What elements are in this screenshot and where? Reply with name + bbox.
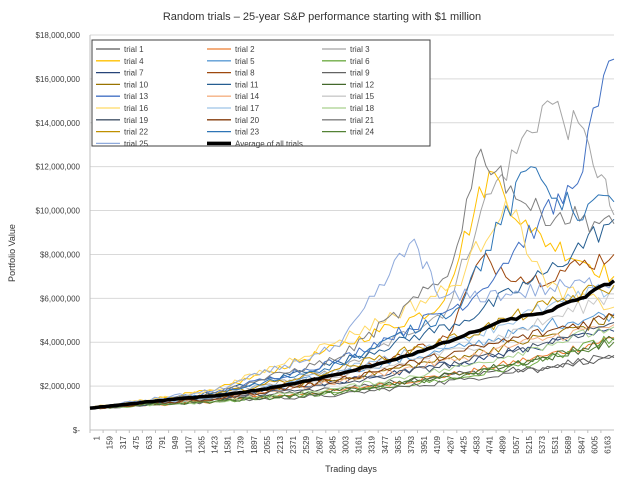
legend-entry: trial 7 (124, 69, 144, 78)
legend-entry: trial 1 (124, 45, 144, 54)
x-tick-label: 3635 (394, 435, 403, 453)
legend-entry: trial 14 (235, 92, 260, 101)
legend-entry: trial 11 (235, 80, 259, 89)
legend-entry: Average of all trials (235, 139, 303, 148)
legend-entry: trial 13 (124, 92, 149, 101)
x-tick-label: 3951 (420, 435, 429, 453)
legend-entry: trial 17 (235, 104, 260, 113)
y-tick-labels: $- $2,000,000 $4,000,000 $6,000,000 $8,000,0… (36, 31, 81, 435)
y-tick-label: $10,000,000 (36, 207, 81, 216)
legend-entry: trial 23 (235, 128, 260, 137)
x-tick-label: 3003 (341, 435, 350, 453)
legend-entry: trial 24 (350, 128, 375, 137)
x-tick-label: 6005 (590, 435, 599, 453)
x-tick-label: 2371 (289, 435, 298, 453)
legend-entry: trial 10 (124, 80, 149, 89)
x-tick-label: 4267 (446, 435, 455, 453)
x-tick-label: 3161 (355, 435, 364, 453)
x-tick-label: 1 (93, 435, 102, 440)
chart-title: Random trials – 25-year S&P performance … (163, 11, 481, 23)
y-tick-label: $2,000,000 (40, 382, 81, 391)
x-tick-label: 2845 (328, 435, 337, 453)
x-tick-label: 475 (132, 435, 141, 449)
x-tick-label: 5847 (577, 435, 586, 453)
series-layer (89, 58, 616, 410)
x-tick-label: 4899 (499, 435, 508, 453)
x-tick-label: 2055 (263, 435, 272, 453)
legend-entry: trial 8 (235, 69, 255, 78)
x-tick-label: 4741 (486, 435, 495, 453)
legend-entry: trial 21 (350, 116, 375, 125)
x-tick-label: 317 (119, 435, 128, 449)
legend-entry: trial 9 (350, 69, 370, 78)
series-line-average (89, 279, 616, 410)
x-tick-label: 5531 (551, 435, 560, 453)
legend-entry: trial 6 (350, 57, 370, 66)
series-line-trial-21 (89, 148, 615, 409)
x-tick-label: 1739 (237, 435, 246, 453)
x-tick-label: 1265 (197, 435, 206, 453)
legend-entry: trial 12 (350, 80, 375, 89)
legend-entry: trial 15 (350, 92, 375, 101)
legend-box (91, 39, 431, 147)
x-tick-label: 791 (158, 435, 167, 449)
x-tick-label: 5215 (525, 435, 534, 453)
legend-entry: trial 5 (235, 57, 255, 66)
series-line-trial-20 (89, 313, 615, 409)
x-tick-label: 5689 (564, 435, 573, 453)
x-axis-label: Trading days (325, 464, 377, 474)
x-tick-label: 1423 (210, 435, 219, 453)
x-tick-label: 949 (171, 435, 180, 449)
x-tick-label: 4583 (472, 435, 481, 453)
series-line-trial-24 (89, 339, 615, 410)
x-tick-label: 2687 (315, 435, 324, 453)
x-tick-label: 4109 (433, 435, 442, 453)
legend: trial 1 trial 2 trial 3 trial 4 trial 5 trial… (91, 39, 431, 148)
y-tick-label: $4,000,000 (40, 338, 81, 347)
legend-entry: trial 25 (124, 139, 149, 148)
x-tick-label: 2529 (302, 435, 311, 453)
x-tick-label: 159 (106, 435, 115, 449)
y-tick-label: $18,000,000 (36, 31, 81, 40)
legend-entry: trial 4 (124, 57, 144, 66)
x-tick-label: 5373 (538, 435, 547, 453)
y-tick-label: $12,000,000 (36, 163, 81, 172)
x-tick-label: 3319 (368, 435, 377, 453)
x-tick-label: 5057 (512, 435, 521, 453)
y-tick-label: $- (73, 426, 80, 435)
y-tick-label: $16,000,000 (36, 75, 81, 84)
legend-entry: trial 19 (124, 116, 149, 125)
legend-entry: trial 18 (350, 104, 375, 113)
x-tick-label: 633 (145, 435, 154, 449)
x-tick-label: 4425 (459, 435, 468, 453)
x-tick-label: 1581 (224, 435, 233, 453)
x-tick-label: 2213 (276, 435, 285, 453)
y-tick-label: $14,000,000 (36, 119, 81, 128)
y-tick-label: $8,000,000 (40, 250, 81, 259)
series-line-trial-25 (89, 238, 615, 409)
x-tick-label: 6163 (603, 435, 612, 453)
legend-entry: trial 3 (350, 45, 370, 54)
x-tick-label: 1897 (250, 435, 259, 453)
y-tick-label: $6,000,000 (40, 294, 81, 303)
legend-entry: trial 16 (124, 104, 149, 113)
legend-entry: trial 2 (235, 45, 255, 54)
x-tick-labels: 1 159 317 475 633 791 949 1107 1265 1423 1581 1739 1… (89, 430, 612, 454)
y-axis-label: Portfolio Value (7, 224, 17, 282)
x-tick-label: 3793 (407, 435, 416, 453)
legend-entry: trial 20 (235, 116, 260, 125)
x-tick-label: 3477 (381, 435, 390, 453)
x-tick-label: 1107 (184, 435, 193, 453)
legend-entry: trial 22 (124, 128, 149, 137)
